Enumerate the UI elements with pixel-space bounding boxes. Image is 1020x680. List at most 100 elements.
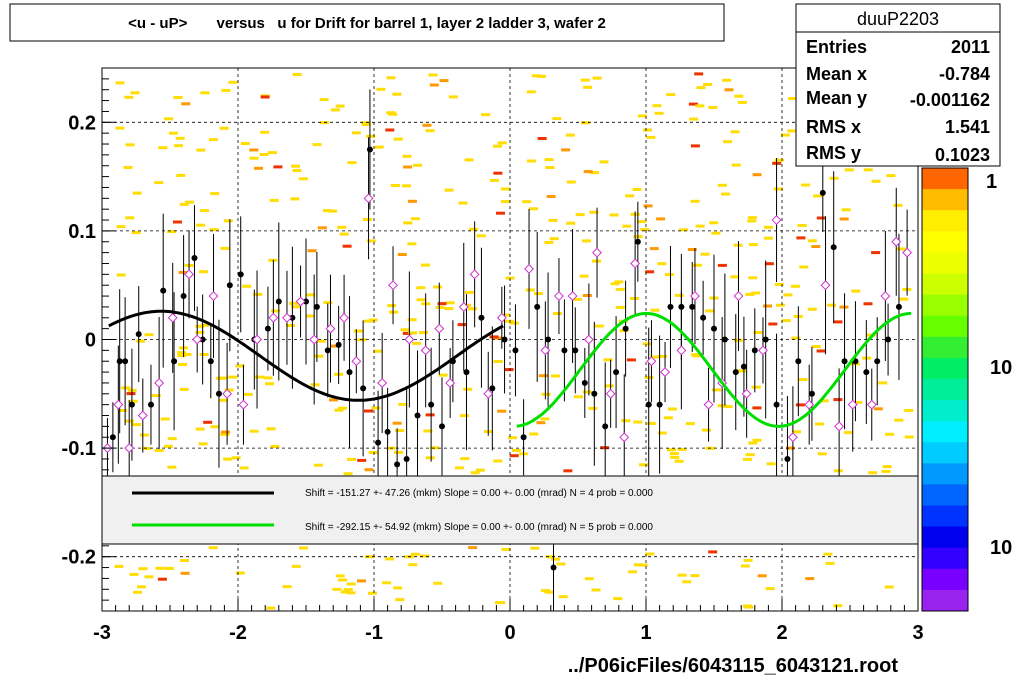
histogram-cell — [185, 200, 194, 204]
histogram-cell — [330, 344, 340, 348]
histogram-cell — [448, 95, 458, 99]
histogram-cell — [458, 201, 468, 205]
histogram-cell — [408, 331, 418, 335]
histogram-cell — [526, 159, 536, 163]
histogram-cell — [501, 313, 511, 317]
histogram-cell — [881, 469, 891, 473]
histogram-cell — [200, 209, 210, 213]
histogram-cell — [751, 385, 761, 389]
profile-point — [700, 314, 707, 321]
profile-point — [711, 325, 717, 332]
profile-point — [622, 325, 629, 332]
histogram-cell — [783, 293, 793, 297]
histogram-cell — [489, 178, 499, 182]
histogram-cell — [652, 104, 662, 108]
histogram-cell — [795, 403, 805, 407]
histogram-cell — [737, 100, 747, 104]
histogram-cell — [254, 166, 263, 170]
profile-point-open — [167, 312, 178, 323]
histogram-cell — [126, 392, 136, 396]
histogram-cell — [179, 202, 189, 206]
histogram-cell — [583, 170, 593, 174]
x-axis-label: ../P06icFiles/6043115_6043121.root — [568, 655, 899, 677]
histogram-cell — [364, 468, 374, 472]
histogram-cell — [705, 309, 715, 313]
profile-point — [581, 379, 588, 386]
histogram-cell — [657, 431, 667, 435]
histogram-cell — [851, 289, 861, 293]
histogram-cell — [833, 604, 843, 608]
profile-point — [199, 336, 206, 343]
profile-point — [109, 434, 116, 441]
histogram-cell — [740, 564, 750, 568]
histogram-cell — [634, 563, 643, 567]
histogram-cell — [574, 395, 583, 399]
histogram-cell — [334, 408, 344, 412]
histogram-cell — [395, 429, 405, 432]
profile-point — [501, 336, 508, 343]
histogram-cell — [323, 301, 333, 305]
profile-point — [795, 358, 802, 365]
histogram-cell — [195, 324, 205, 328]
histogram-cell — [632, 187, 642, 191]
histogram-cell — [173, 96, 183, 99]
histogram-cell — [144, 575, 154, 579]
histogram-cell — [266, 427, 276, 431]
histogram-cell — [416, 298, 426, 302]
histogram-cell — [310, 383, 320, 387]
histogram-cell — [833, 398, 843, 402]
profile-point-open — [660, 367, 670, 378]
histogram-cell — [400, 328, 410, 332]
histogram-cell — [158, 146, 168, 150]
profile-point — [289, 314, 296, 321]
profile-point-open — [351, 356, 362, 367]
histogram-cell — [428, 73, 438, 77]
histogram-cell — [292, 73, 302, 76]
histogram-cell — [797, 224, 807, 227]
palette-swatch — [922, 379, 968, 401]
profile-point — [773, 401, 780, 408]
profile-point-open — [902, 247, 913, 258]
palette-swatch — [922, 231, 968, 253]
histogram-cell — [175, 136, 185, 140]
histogram-cell — [580, 78, 590, 82]
histogram-cell — [410, 552, 420, 556]
histogram-cell — [263, 376, 273, 380]
histogram-cell — [899, 297, 909, 301]
histogram-cell — [329, 398, 338, 402]
histogram-cell — [708, 550, 718, 554]
histogram-cell — [677, 447, 687, 451]
profile-point — [394, 461, 401, 468]
histogram-cell — [419, 331, 428, 335]
histogram-cell — [582, 390, 592, 394]
histogram-cell — [291, 305, 301, 309]
title-box: <u - uP> versus u for Drift for barrel 1… — [9, 3, 725, 42]
histogram-cell — [403, 221, 413, 225]
histogram-cell — [843, 431, 853, 435]
histogram-cell — [180, 559, 189, 562]
histogram-cell — [292, 169, 302, 172]
profile-point — [489, 385, 496, 392]
histogram-cell — [422, 123, 432, 127]
histogram-cell — [282, 585, 292, 589]
histogram-cell — [664, 273, 674, 277]
histogram-cell — [338, 578, 348, 582]
histogram-cell — [844, 168, 854, 172]
histogram-cell — [131, 231, 141, 235]
histogram-cell — [115, 126, 125, 130]
histogram-cell — [330, 108, 340, 112]
histogram-cell — [128, 399, 138, 403]
y-tick-label: -0.2 — [62, 547, 96, 569]
histogram-cell — [811, 245, 821, 248]
profile-point — [572, 347, 579, 354]
profile-point — [207, 358, 214, 365]
histogram-cell — [558, 595, 568, 599]
histogram-cell — [174, 144, 183, 148]
histogram-cell — [904, 435, 914, 439]
histogram-cell — [223, 219, 233, 223]
histogram-cell — [509, 321, 519, 325]
histogram-cell — [700, 252, 710, 256]
histogram-cell — [731, 163, 741, 167]
profile-point-open — [834, 421, 845, 432]
histogram-cell — [529, 432, 539, 436]
